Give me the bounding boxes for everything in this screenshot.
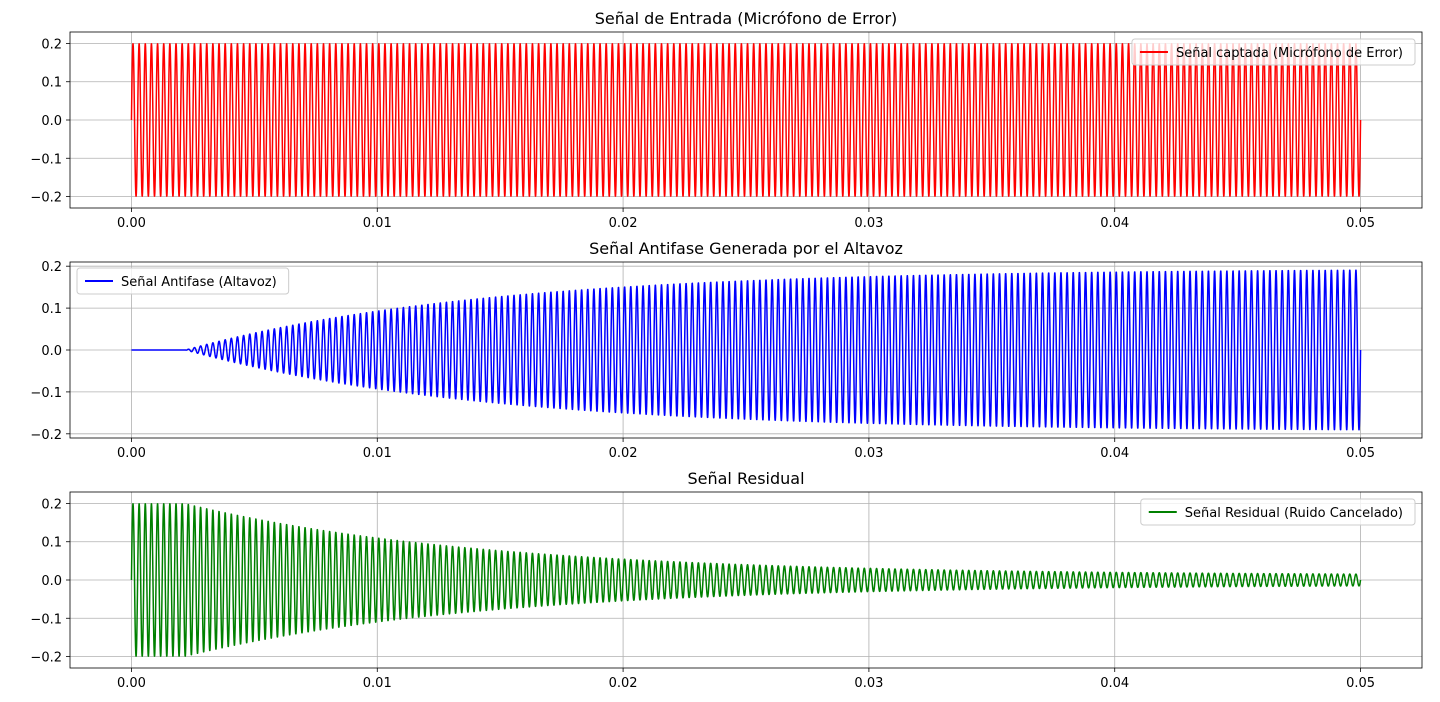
- y-tick-label: −0.1: [30, 152, 62, 167]
- x-tick-label: 0.03: [854, 446, 883, 461]
- y-tick-label: −0.2: [30, 651, 62, 666]
- subplot-2: Señal Antifase Generada por el Altavoz 0.…: [30, 239, 1423, 461]
- series-line-1: [130, 43, 1362, 197]
- legend: Señal Antifase (Altavoz): [76, 267, 290, 295]
- x-tick-label: 0.00: [117, 216, 146, 231]
- y-tick-label: 0.2: [41, 260, 62, 275]
- x-tick-label: 0.03: [854, 676, 883, 691]
- subplot-3: Señal Residual 0.00 0.01 0.02 0.03 0.04 0.05 0.…: [30, 469, 1423, 691]
- x-tick-label: 0.03: [854, 216, 883, 231]
- legend-label: Señal captada (Micrófono de Error): [1176, 46, 1403, 61]
- x-tick-label: 0.00: [117, 676, 146, 691]
- y-tick-label: 0.0: [41, 344, 62, 359]
- y-tick-label: 0.0: [41, 114, 62, 129]
- chart-title: Señal Residual: [687, 469, 804, 488]
- y-tick-label: 0.1: [41, 302, 62, 317]
- legend: Señal Residual (Ruido Cancelado): [1140, 498, 1416, 526]
- x-tick-label: 0.01: [363, 676, 392, 691]
- x-tick-label: 0.00: [117, 446, 146, 461]
- x-tick-label: 0.04: [1100, 216, 1129, 231]
- chart-title: Señal Antifase Generada por el Altavoz: [589, 239, 903, 258]
- x-tick-label: 0.02: [609, 676, 638, 691]
- axes-frame: [69, 261, 1423, 439]
- x-tick-label: 0.05: [1346, 216, 1375, 231]
- subplot-1: Señal de Entrada (Micrófono de Error) 0.0…: [30, 9, 1423, 231]
- x-tick-label: 0.04: [1100, 676, 1129, 691]
- y-tick-label: 0.0: [41, 574, 62, 589]
- y-tick-label: 0.2: [41, 37, 62, 52]
- legend-box: [1140, 498, 1416, 526]
- y-tick-label: 0.1: [41, 536, 62, 551]
- legend-label: Señal Antifase (Altavoz): [121, 275, 277, 290]
- y-tick-label: 0.2: [41, 497, 62, 512]
- y-tick-label: −0.2: [30, 428, 62, 443]
- y-tick-label: −0.1: [30, 612, 62, 627]
- legend: Señal captada (Micrófono de Error): [1131, 38, 1416, 66]
- x-tick-label: 0.05: [1346, 676, 1375, 691]
- x-tick-label: 0.01: [363, 216, 392, 231]
- y-tick-label: 0.1: [41, 76, 62, 91]
- legend-box: [76, 267, 290, 295]
- y-tick-label: −0.1: [30, 386, 62, 401]
- series-line-1: [130, 503, 1362, 657]
- series-line-1: [130, 269, 1362, 431]
- chart-title: Señal de Entrada (Micrófono de Error): [595, 9, 898, 28]
- x-tick-label: 0.05: [1346, 446, 1375, 461]
- x-tick-label: 0.01: [363, 446, 392, 461]
- y-tick-label: −0.2: [30, 191, 62, 206]
- x-tick-label: 0.04: [1100, 446, 1129, 461]
- axes-frame: [69, 491, 1423, 669]
- x-tick-label: 0.02: [609, 216, 638, 231]
- axes-frame: [69, 31, 1423, 209]
- x-tick-label: 0.02: [609, 446, 638, 461]
- legend-label: Señal Residual (Ruido Cancelado): [1185, 506, 1403, 521]
- legend-box: [1131, 38, 1416, 66]
